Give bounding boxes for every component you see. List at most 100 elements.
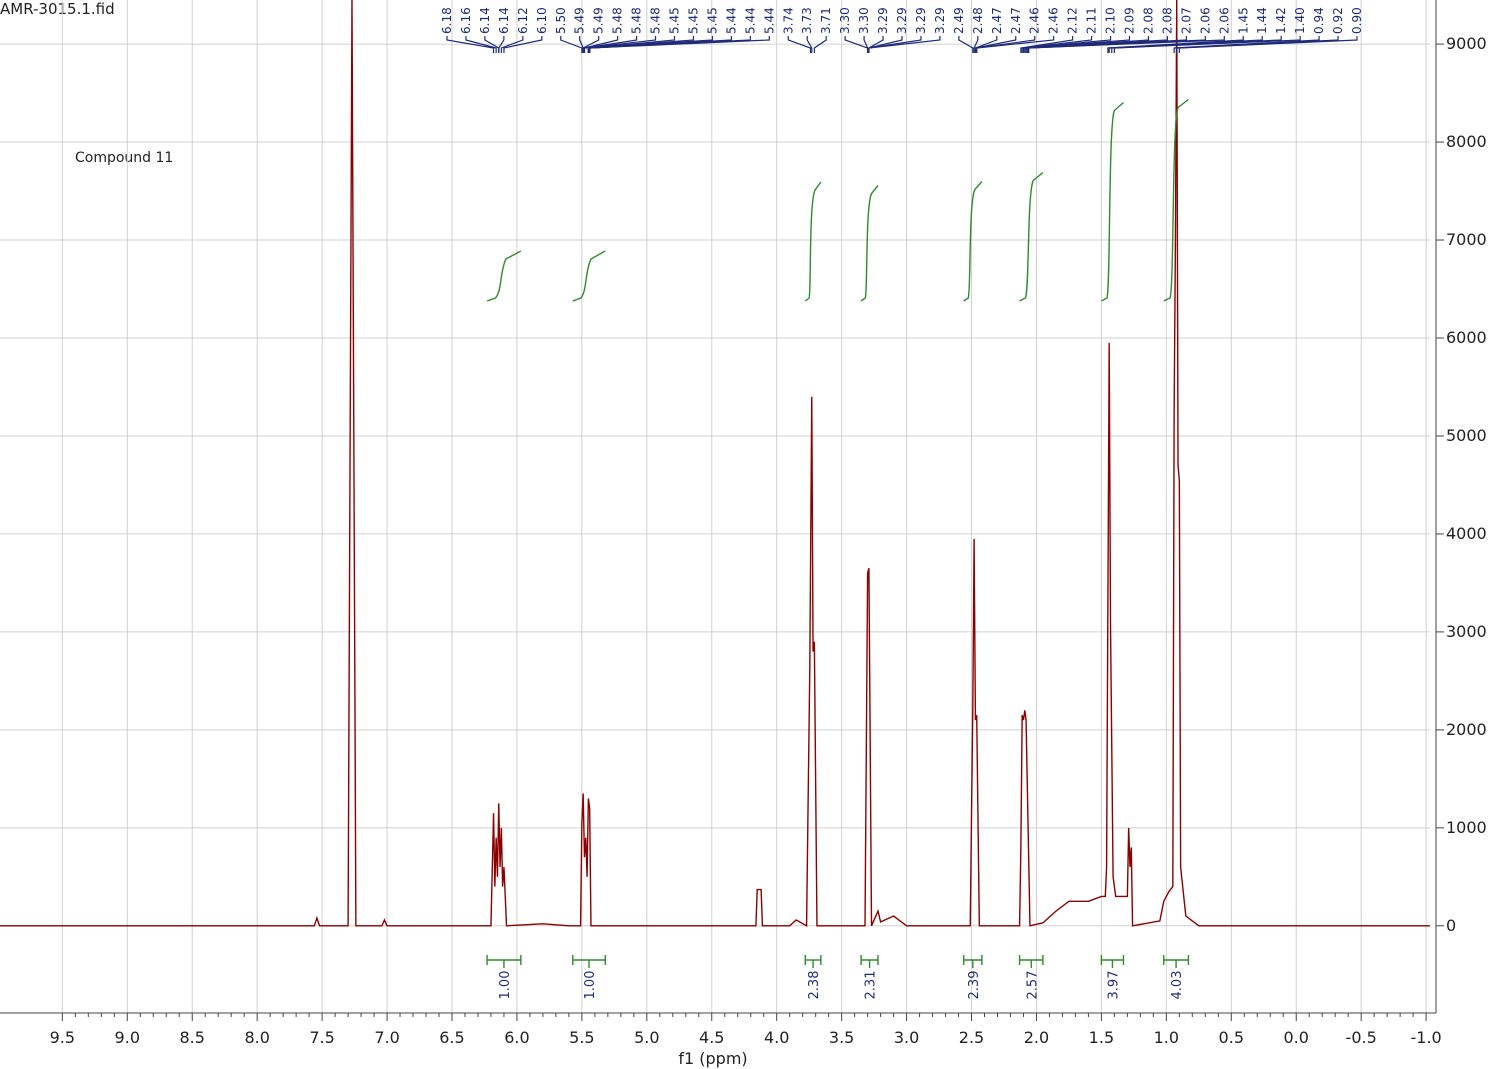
peak-leader [583, 36, 657, 53]
peak-leader [500, 36, 524, 53]
x-tick-label: 2.0 [1024, 1028, 1049, 1047]
integral-label: 2.57 [1025, 971, 1040, 1000]
chart-title: AMR-3015.1.fid [0, 0, 115, 18]
peak-label: 1.45 [1236, 7, 1250, 34]
peak-label: 5.45 [705, 7, 719, 34]
integral-label: 4.03 [1170, 971, 1185, 1000]
peak-label: 5.45 [668, 7, 682, 34]
y-tick-label: 2000 [1446, 720, 1487, 739]
peak-leader [589, 36, 770, 53]
integral-label: 1.00 [498, 971, 513, 1000]
peak-label: 6.12 [516, 7, 530, 34]
peak-leader [1113, 36, 1301, 53]
integral-label: 1.00 [583, 971, 598, 1000]
x-tick-label: 9.0 [115, 1028, 140, 1047]
peak-leader [503, 36, 543, 53]
peak-leader [465, 36, 497, 53]
peak-label: 2.47 [1009, 7, 1023, 34]
x-tick-label: -1.0 [1410, 1028, 1441, 1047]
peak-leader [973, 36, 979, 53]
peak-label: 2.08 [1141, 7, 1155, 34]
peak-label: 1.42 [1274, 7, 1288, 34]
peak-leader [498, 36, 505, 53]
peak-label: 5.48 [630, 7, 644, 34]
peak-label: 2.10 [1104, 7, 1118, 34]
peak-label: 5.44 [724, 7, 738, 34]
integral-curve [963, 181, 983, 302]
peak-label: 2.12 [1066, 7, 1080, 34]
y-tick-label: 5000 [1446, 426, 1487, 445]
peak-label: 6.16 [459, 7, 473, 34]
peak-label: 3.29 [876, 7, 890, 34]
peak-label: 5.50 [554, 7, 568, 34]
peak-label: 3.29 [895, 7, 909, 34]
integral-label: 2.31 [864, 971, 879, 1000]
peak-label: 2.07 [1179, 7, 1193, 34]
integral-curve [1019, 171, 1044, 302]
peak-label: 5.48 [611, 7, 625, 34]
peak-label: 2.46 [1047, 7, 1061, 34]
peak-leader [958, 36, 974, 53]
peak-leader [582, 36, 600, 53]
peak-leader [560, 36, 583, 53]
x-tick-label: 8.5 [179, 1028, 204, 1047]
integral-label: 2.39 [967, 971, 982, 1000]
x-tick-label: 1.0 [1154, 1028, 1179, 1047]
y-tick-label: 3000 [1446, 622, 1487, 641]
x-tick-label: 0.5 [1219, 1028, 1244, 1047]
peak-leader [1022, 36, 1112, 53]
peak-label: 2.08 [1160, 7, 1174, 34]
y-tick-label: 6000 [1446, 328, 1487, 347]
x-tick-label: 3.5 [829, 1028, 854, 1047]
peak-label: 6.14 [478, 7, 492, 34]
peak-leader [1028, 36, 1225, 53]
integral-curve [486, 250, 522, 302]
peak-label: 6.14 [497, 7, 511, 34]
peak-label: 1.44 [1255, 7, 1269, 34]
peak-label: 2.06 [1198, 7, 1212, 34]
peak-leader [1024, 36, 1131, 53]
x-tick-label: 6.0 [504, 1028, 529, 1047]
peak-leader [446, 36, 495, 53]
x-axis-label: f1 (ppm) [678, 1049, 747, 1068]
y-tick-label: 9000 [1446, 34, 1487, 53]
peak-leader [976, 36, 1055, 53]
peak-label: 0.94 [1312, 7, 1326, 34]
peak-label: 2.09 [1123, 7, 1137, 34]
y-tick-label: 8000 [1446, 132, 1487, 151]
peak-label: 5.48 [649, 7, 663, 34]
peak-leader [787, 36, 812, 53]
y-tick-label: 4000 [1446, 524, 1487, 543]
y-tick-label: 0 [1446, 916, 1456, 935]
peak-label: 2.47 [990, 7, 1004, 34]
peak-label: 5.44 [743, 7, 757, 34]
annotation: Compound 11 [75, 150, 173, 166]
x-tick-label: 6.5 [439, 1028, 464, 1047]
peak-label: 5.45 [686, 7, 700, 34]
x-tick-label: -0.5 [1346, 1028, 1377, 1047]
integral-label: 2.38 [807, 971, 822, 1000]
peak-label: 2.11 [1085, 7, 1099, 34]
integral-curve [1101, 101, 1124, 302]
peak-label: 2.48 [971, 7, 985, 34]
x-tick-label: 1.5 [1089, 1028, 1114, 1047]
peak-label: 2.06 [1217, 7, 1231, 34]
x-tick-label: 8.0 [244, 1028, 269, 1047]
peak-leader [1021, 36, 1093, 53]
peak-label: 2.49 [952, 7, 966, 34]
peak-leader [1178, 36, 1358, 53]
integral-curve [572, 250, 606, 302]
x-tick-label: 5.0 [634, 1028, 659, 1047]
integral-curve [860, 185, 879, 302]
peak-leader [974, 36, 1017, 53]
peak-label: 3.29 [933, 7, 947, 34]
x-tick-label: 2.5 [959, 1028, 984, 1047]
x-tick-label: 7.5 [309, 1028, 334, 1047]
integral-label: 3.97 [1106, 971, 1121, 1000]
x-tick-label: 0.0 [1283, 1028, 1308, 1047]
x-tick-label: 9.5 [50, 1028, 75, 1047]
peak-label: 3.30 [838, 7, 852, 34]
peak-leader [806, 36, 813, 53]
